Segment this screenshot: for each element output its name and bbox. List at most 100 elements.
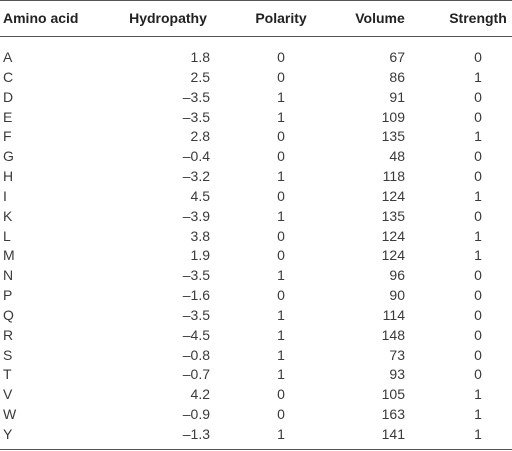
table-cell: –3.5 xyxy=(182,108,210,125)
top-rule xyxy=(0,0,512,1)
table-cell: K xyxy=(3,207,13,224)
table-cell: P xyxy=(3,287,13,304)
table-cell: 67 xyxy=(389,49,405,65)
table-cell: –0.9 xyxy=(182,406,210,423)
table-cell: 135 xyxy=(381,128,405,145)
table-cell: 0 xyxy=(474,326,482,343)
table-cell: 1 xyxy=(474,425,482,442)
table-cell: –3.9 xyxy=(182,207,210,224)
table-cell: 1 xyxy=(474,247,482,264)
table-cell: –3.5 xyxy=(182,306,210,323)
table-cell: 0 xyxy=(474,148,482,165)
table-cell: 0 xyxy=(474,287,482,304)
table-cell: H xyxy=(3,168,14,185)
table-cell: 114 xyxy=(382,306,405,323)
column-header: Amino acid xyxy=(3,10,79,26)
table-cell: 1 xyxy=(474,386,482,403)
table-cell: 1 xyxy=(277,346,285,363)
table-cell: 0 xyxy=(474,346,482,363)
table-cell: 1 xyxy=(277,306,285,323)
table-cell: 1 xyxy=(474,128,482,145)
table-cell: 73 xyxy=(389,346,405,363)
table-cell: 1 xyxy=(277,366,285,383)
table-cell: 3.8 xyxy=(190,227,210,244)
table-cell: 141 xyxy=(381,425,405,442)
column-header: Strength xyxy=(449,10,507,26)
table-cell: 0 xyxy=(277,386,285,403)
bottom-rule xyxy=(0,449,512,450)
table-cell: 0 xyxy=(474,168,482,185)
table-cell: V xyxy=(3,386,13,403)
column-header: Hydropathy xyxy=(129,10,207,26)
table-cell: 1 xyxy=(474,406,482,423)
table-cell: M xyxy=(3,247,15,264)
table-cell: 1 xyxy=(474,227,482,244)
table-cell: 0 xyxy=(474,306,482,323)
table-cell: 86 xyxy=(389,68,405,85)
table-cell: S xyxy=(3,346,13,363)
table-cell: 1 xyxy=(277,168,285,185)
table-cell: 163 xyxy=(381,406,405,423)
table-cell: 0 xyxy=(277,227,285,244)
table-cell: 105 xyxy=(381,386,405,403)
table-cell: Q xyxy=(3,306,14,323)
table-cell: 1 xyxy=(277,267,285,284)
table-cell: –0.7 xyxy=(182,366,210,383)
table-cell: 0 xyxy=(277,247,285,264)
table-cell: –0.8 xyxy=(182,346,210,363)
table-cell: F xyxy=(3,128,12,145)
table-cell: 0 xyxy=(474,207,482,224)
table-cell: 135 xyxy=(381,207,405,224)
table-cell: 0 xyxy=(474,108,482,125)
table-cell: 1 xyxy=(277,207,285,224)
table-cell: 0 xyxy=(277,187,285,204)
table-cell: 2.5 xyxy=(190,68,210,85)
table-cell: D xyxy=(3,88,14,105)
table-cell: 1.9 xyxy=(190,247,210,264)
table-cell: –1.6 xyxy=(182,287,210,304)
table-cell: A xyxy=(3,49,13,65)
table-cell: Y xyxy=(3,425,13,442)
column-header: Polarity xyxy=(255,10,307,26)
table-cell: 90 xyxy=(389,287,405,304)
table-cell: C xyxy=(3,68,14,85)
table-cell: 4.5 xyxy=(190,187,210,204)
table-cell: –3.5 xyxy=(182,88,210,105)
table-cell: 96 xyxy=(389,267,405,284)
table-cell: 1.8 xyxy=(190,49,210,65)
table-cell: 1 xyxy=(474,68,482,85)
table-cell: 124 xyxy=(381,227,405,244)
table-cell: 1 xyxy=(277,88,285,105)
table-cell: 0 xyxy=(474,267,482,284)
table-cell: 0 xyxy=(277,148,285,165)
table-cell: 1 xyxy=(277,425,285,442)
table-cell: T xyxy=(3,366,12,383)
table-cell: –1.3 xyxy=(182,425,210,442)
table-cell: G xyxy=(3,148,14,165)
table-cell: 0 xyxy=(277,49,285,65)
table-cell: 0 xyxy=(277,128,285,145)
table-cell: 118 xyxy=(382,168,405,185)
table-cell: E xyxy=(3,108,13,125)
table-cell: N xyxy=(3,267,14,284)
table-cell: 91 xyxy=(389,88,405,105)
table-cell: –0.4 xyxy=(182,148,210,165)
table-cell: 0 xyxy=(277,406,285,423)
table-cell: –3.5 xyxy=(182,267,210,284)
table-cell: –4.5 xyxy=(182,326,210,343)
table-cell: 93 xyxy=(389,366,405,383)
table-cell: 1 xyxy=(474,187,482,204)
table-cell: L xyxy=(3,227,11,244)
table-cell: 48 xyxy=(389,148,405,165)
table-cell: 109 xyxy=(381,108,405,125)
table-cell: 0 xyxy=(474,366,482,383)
table-cell: 0 xyxy=(277,287,285,304)
table-cell: 0 xyxy=(277,68,285,85)
table-cell: R xyxy=(3,326,14,343)
table-cell: 148 xyxy=(381,326,405,343)
table-cell: 4.2 xyxy=(190,386,210,403)
table-cell: 1 xyxy=(277,108,285,125)
table-cell: 0 xyxy=(474,49,482,65)
table-cell: 0 xyxy=(474,88,482,105)
